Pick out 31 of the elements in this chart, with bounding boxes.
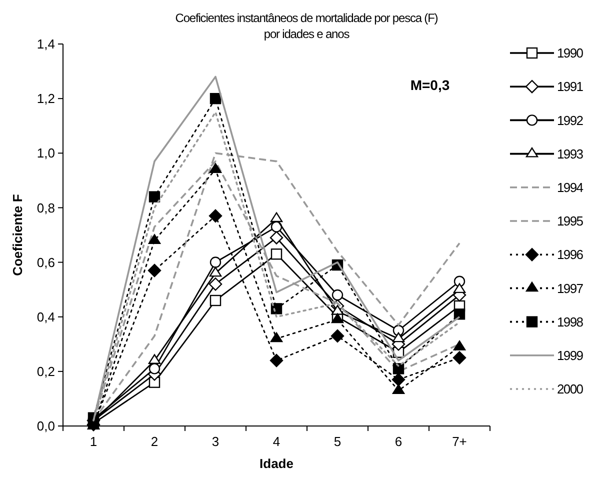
y-tick-label: 0,6 — [36, 254, 55, 270]
y-tick-label: 0,4 — [36, 309, 55, 324]
legend-label: 1995 — [557, 214, 584, 229]
legend-label: 2000 — [557, 382, 584, 397]
y-tick-label: 1,4 — [36, 36, 55, 52]
y-tick-label: 1,2 — [36, 91, 55, 106]
y-tick-label: 0,8 — [36, 200, 55, 216]
legend-label: 1999 — [557, 348, 584, 363]
x-tick-label: 2 — [150, 434, 158, 449]
chart-title: Coeficientes instantâneos de mortalidade por pesca (F) — [175, 11, 438, 25]
legend-label: 1994 — [557, 180, 584, 195]
x-tick-label: 3 — [212, 434, 220, 449]
y-tick-label: 0,2 — [36, 364, 55, 379]
legend-label: 1991 — [557, 79, 584, 94]
x-axis-title: Idade — [260, 456, 294, 471]
chart-subtitle: por idades e anos — [264, 27, 350, 41]
legend-label: 1998 — [557, 314, 584, 330]
legend-label: 1993 — [557, 146, 584, 162]
x-tick-label: 5 — [334, 434, 342, 449]
y-tick-label: 1,0 — [36, 146, 55, 161]
x-tick-label: 4 — [272, 434, 280, 449]
y-tick-label: 0,0 — [36, 418, 55, 434]
legend-label: 1996 — [557, 247, 584, 262]
y-axis-title: Coeficiente F — [10, 194, 25, 276]
legend-label: 1992 — [557, 112, 584, 128]
x-tick-label: 1 — [90, 434, 98, 449]
legend-label: 1990 — [557, 46, 584, 61]
legend-label: 1997 — [557, 280, 584, 296]
x-tick-label: 7+ — [452, 434, 467, 449]
annotation: M=0,3 — [410, 77, 450, 93]
x-tick-label: 6 — [394, 434, 402, 449]
